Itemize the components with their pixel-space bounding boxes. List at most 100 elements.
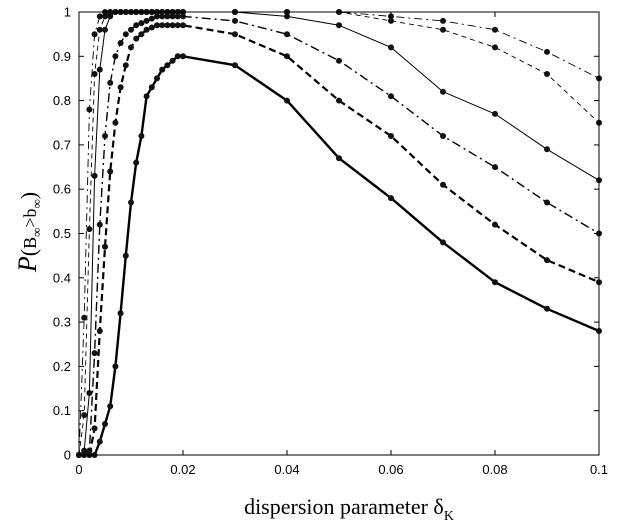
y-axis-label-sub2: ∞	[29, 199, 44, 208]
y-tick-label: 0.3	[53, 315, 71, 330]
series-1-point	[107, 403, 114, 410]
series-3-point	[138, 20, 145, 27]
series-1-point	[169, 57, 176, 64]
y-tick-label: 0.7	[53, 137, 71, 152]
series-2-point	[91, 425, 98, 432]
series-4-point	[107, 13, 114, 20]
series-1-point	[102, 421, 108, 427]
series-1-point	[138, 133, 145, 139]
series-6-point	[492, 26, 498, 33]
series-1-point	[232, 62, 238, 69]
series-6-point	[96, 13, 103, 20]
series-3-point	[440, 133, 446, 139]
series-2-point	[284, 53, 290, 60]
series-2-point	[388, 133, 394, 139]
series-2-point	[117, 84, 124, 91]
y-axis-label-b2: b	[20, 208, 40, 217]
series-4-point	[492, 110, 498, 117]
series-3-point	[154, 13, 160, 20]
series-2-point	[232, 31, 238, 38]
series-3-point	[164, 13, 171, 20]
series-3-point	[107, 79, 114, 86]
series-6-point	[440, 17, 446, 24]
y-tick-label: 0.5	[53, 226, 71, 241]
x-tick-label: 0.06	[378, 462, 403, 477]
series-3-point	[544, 199, 550, 206]
series-5-point	[544, 71, 550, 77]
y-axis-label-close: )	[16, 192, 41, 199]
series-3-point	[86, 447, 93, 454]
y-tick-label: 0.9	[53, 49, 71, 64]
series-1-point	[154, 75, 160, 82]
series-1-point	[128, 199, 134, 206]
series-4-point	[336, 22, 342, 29]
series-1-point	[544, 305, 550, 312]
x-tick-label: 0.08	[482, 462, 507, 477]
series-4-point	[544, 146, 550, 153]
series-3-point	[112, 53, 119, 60]
y-axis-label-sub1: ∞	[29, 228, 44, 237]
x-axis-label-sub: K	[444, 509, 454, 522]
series-1-point	[117, 310, 124, 317]
series-1-point	[122, 252, 129, 259]
y-axis-label-rel: >	[20, 217, 40, 227]
x-tick-label: 0	[75, 462, 82, 477]
y-tick-label: 0.2	[53, 359, 71, 374]
series-1-point	[336, 155, 342, 162]
y-tick-label: 0.1	[53, 403, 71, 418]
series-1-point	[159, 66, 166, 73]
series-3-point	[102, 133, 108, 139]
series-1-point	[112, 363, 119, 370]
series-5-point	[388, 17, 394, 24]
y-tick-label: 0.4	[53, 270, 71, 285]
series-5-point	[86, 226, 93, 233]
series-3-point	[148, 15, 155, 22]
series-2-point	[102, 243, 108, 250]
series-3-point	[232, 17, 238, 24]
series-1-point	[174, 53, 181, 60]
y-axis-label: P(B∞>b∞)	[13, 192, 44, 273]
series-4-point	[81, 447, 88, 454]
series-3-point	[122, 31, 129, 38]
series-4-point	[96, 66, 103, 73]
series-3-line	[79, 15, 600, 456]
series-3-point	[143, 17, 150, 24]
series-3-point	[169, 13, 176, 20]
series-3-point	[117, 40, 124, 46]
series-1-point	[164, 62, 171, 69]
series-2-point	[96, 328, 103, 334]
series-2-point	[164, 22, 171, 29]
series-1-point	[133, 159, 140, 166]
series-2-point	[544, 257, 550, 264]
series-3-point	[91, 350, 98, 357]
series-5-point	[81, 412, 88, 419]
x-axis-label: dispersion parameter δK	[244, 494, 454, 522]
series-1-point	[440, 239, 446, 246]
series-2-point	[174, 22, 181, 29]
series-2-point	[154, 22, 160, 29]
series-1-point	[284, 97, 290, 104]
series-4-point	[440, 88, 446, 95]
series-3-point	[133, 22, 140, 29]
x-tick-label: 0.04	[274, 462, 299, 477]
series-5-point	[91, 71, 98, 77]
x-tick-label: 0.02	[170, 462, 195, 477]
y-tick-label: 0.6	[53, 182, 71, 197]
series-2-point	[440, 181, 446, 188]
series-2-point	[148, 24, 155, 31]
series-2-point	[112, 119, 119, 126]
series-2-point	[122, 62, 129, 69]
series-1-point	[388, 195, 394, 202]
series-1-point	[143, 93, 150, 100]
series-4-point	[388, 44, 394, 51]
series-1-point	[180, 53, 186, 60]
y-tick-label: 0	[64, 448, 71, 463]
series-3-point	[284, 31, 290, 38]
series-2-point	[336, 97, 342, 104]
series-1-point	[96, 438, 103, 445]
y-tick-label: 1	[64, 5, 71, 20]
series-5-point	[96, 26, 103, 33]
series-2-point	[180, 22, 186, 29]
series-6-point	[81, 314, 88, 321]
